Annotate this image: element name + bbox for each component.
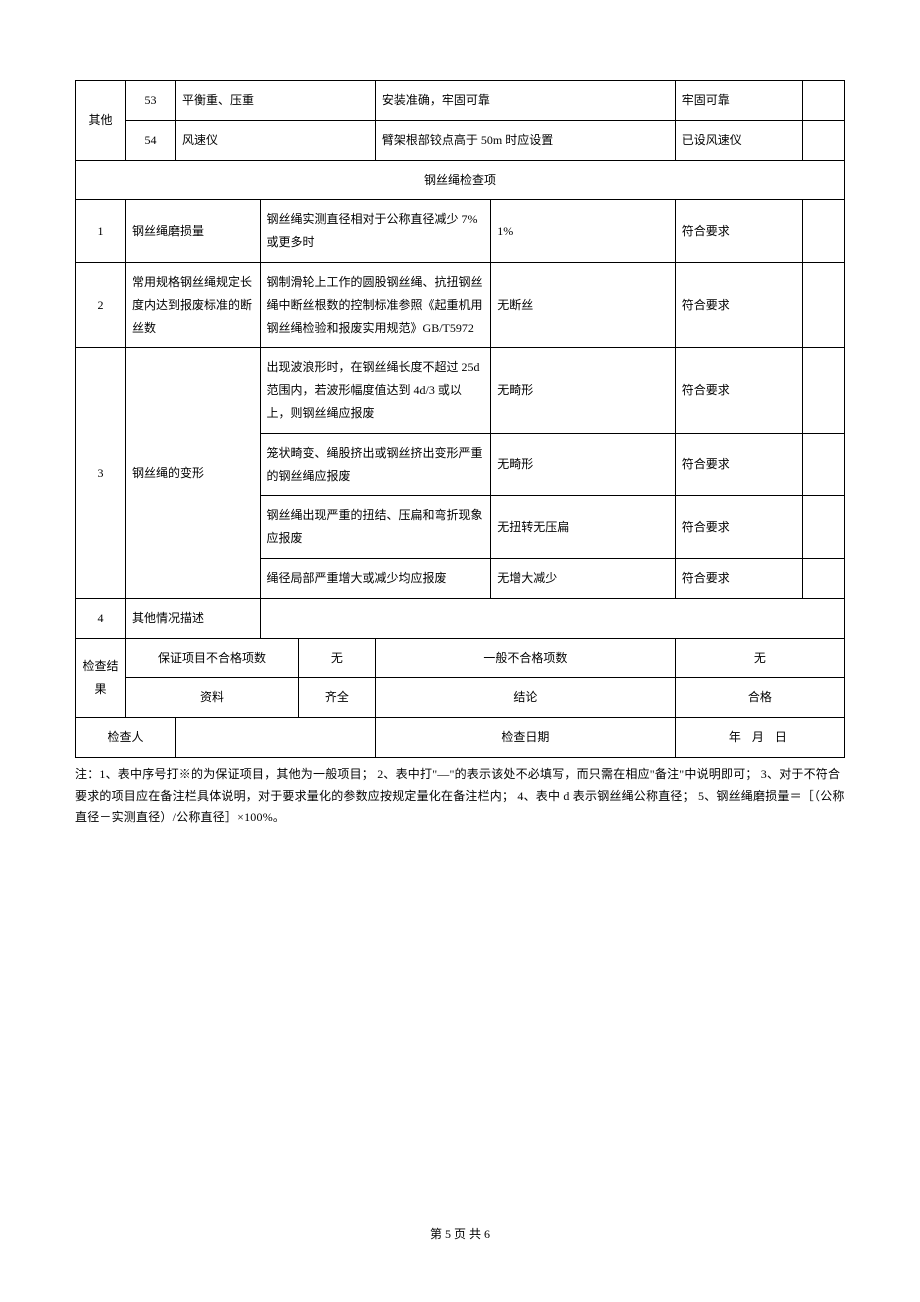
measured: 无畸形 [491,348,676,433]
item-name: 其他情况描述 [125,598,260,638]
data-value: 齐全 [298,678,375,718]
remark [802,81,844,121]
row-no: 54 [125,120,175,160]
result: 符合要求 [675,262,802,347]
result: 符合要求 [675,558,802,598]
section-header-row: 钢丝绳检查项 [76,160,845,200]
criteria: 笼状畸变、绳股挤出或钢丝挤出变形严重的钢丝绳应报废 [260,433,491,496]
group-label: 其他 [76,81,126,161]
measured: 无增大减少 [491,558,676,598]
guarantee-fail-value: 无 [298,638,375,678]
inspector-row: 检查人 检查日期 年 月 日 [76,718,845,758]
requirement: 臂架根部铰点高于 50m 时应设置 [375,120,675,160]
inspect-date-label: 检查日期 [375,718,675,758]
result: 符合要求 [675,200,802,263]
remark [802,433,844,496]
item-name: 平衡重、压重 [175,81,375,121]
check-result-row: 检查结果 保证项目不合格项数 无 一般不合格项数 无 [76,638,845,678]
remark [802,348,844,433]
measured: 无断丝 [491,262,676,347]
result: 符合要求 [675,348,802,433]
table-row: 4 其他情况描述 [76,598,845,638]
measured: 无畸形 [491,433,676,496]
remark [802,558,844,598]
check-result-row: 资料 齐全 结论 合格 [76,678,845,718]
criteria: 出现波浪形时，在钢丝绳长度不超过 25d 范围内，若波形幅度值达到 4d/3 或… [260,348,491,433]
result: 符合要求 [675,433,802,496]
check-result-label: 检查结果 [76,638,126,718]
result: 符合要求 [675,496,802,559]
criteria: 钢丝绳实测直径相对于公称直径减少 7%或更多时 [260,200,491,263]
item-name: 风速仪 [175,120,375,160]
remark [802,262,844,347]
inspect-date-value: 年 月 日 [675,718,844,758]
table-row: 其他 53 平衡重、压重 安装准确，牢固可靠 牢固可靠 [76,81,845,121]
conclusion-value: 合格 [675,678,844,718]
result: 已设风速仪 [675,120,802,160]
remark [802,200,844,263]
general-fail-value: 无 [675,638,844,678]
measured: 1% [491,200,676,263]
criteria: 绳径局部严重增大或减少均应报废 [260,558,491,598]
page-footer: 第 5 页 共 6 [0,1225,920,1242]
remark [802,120,844,160]
criteria: 钢丝绳出现严重的扭结、压扁和弯折现象应报废 [260,496,491,559]
inspection-table: 其他 53 平衡重、压重 安装准确，牢固可靠 牢固可靠 54 风速仪 臂架根部铰… [75,80,845,758]
notes-text: 注：1、表中序号打※的为保证项目，其他为一般项目； 2、表中打"—"的表示该处不… [75,764,845,829]
row-no: 3 [76,348,126,598]
inspector-value [175,718,375,758]
item-name: 常用规格钢丝绳规定长度内达到报废标准的断丝数 [125,262,260,347]
data-label: 资料 [125,678,298,718]
row-no: 2 [76,262,126,347]
measured: 无扭转无压扁 [491,496,676,559]
table-row: 3 钢丝绳的变形 出现波浪形时，在钢丝绳长度不超过 25d 范围内，若波形幅度值… [76,348,845,433]
item-name: 钢丝绳磨损量 [125,200,260,263]
remark [802,496,844,559]
item-name: 钢丝绳的变形 [125,348,260,598]
table-row: 2 常用规格钢丝绳规定长度内达到报废标准的断丝数 钢制滑轮上工作的圆股钢丝绳、抗… [76,262,845,347]
row-no: 1 [76,200,126,263]
requirement: 安装准确，牢固可靠 [375,81,675,121]
row-no: 53 [125,81,175,121]
section-header: 钢丝绳检查项 [76,160,845,200]
table-row: 1 钢丝绳磨损量 钢丝绳实测直径相对于公称直径减少 7%或更多时 1% 符合要求 [76,200,845,263]
row-no: 4 [76,598,126,638]
criteria: 钢制滑轮上工作的圆股钢丝绳、抗扭钢丝绳中断丝根数的控制标准参照《起重机用钢丝绳检… [260,262,491,347]
conclusion-label: 结论 [375,678,675,718]
guarantee-fail-label: 保证项目不合格项数 [125,638,298,678]
general-fail-label: 一般不合格项数 [375,638,675,678]
other-desc [260,598,844,638]
inspector-label: 检查人 [76,718,176,758]
result: 牢固可靠 [675,81,802,121]
table-row: 54 风速仪 臂架根部铰点高于 50m 时应设置 已设风速仪 [76,120,845,160]
